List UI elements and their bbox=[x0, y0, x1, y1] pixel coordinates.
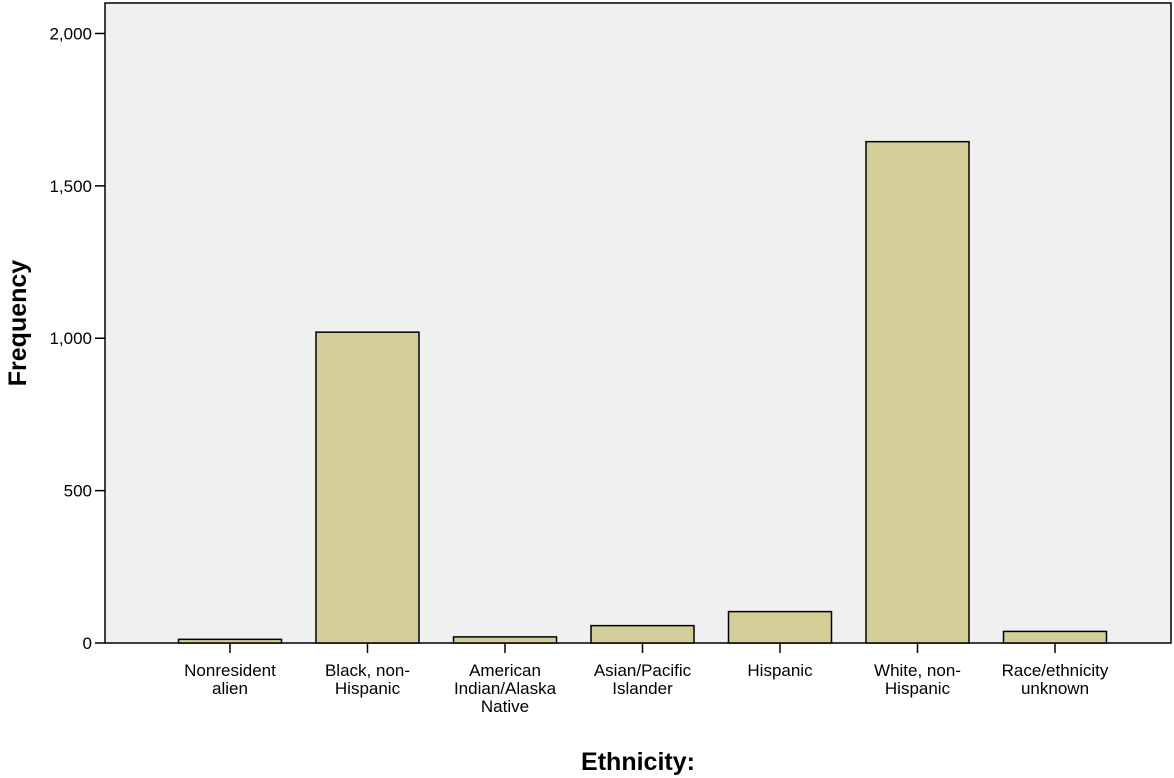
x-tick-label: Nonresident alien bbox=[184, 661, 276, 698]
x-tick-label: Black, non-Hispanic bbox=[325, 661, 410, 698]
x-tick-label: White, non-Hispanic bbox=[874, 661, 961, 698]
bars bbox=[177, 140, 1108, 644]
y-tick-label: 500 bbox=[64, 482, 92, 501]
y-tick-label: 1,500 bbox=[49, 177, 92, 196]
bar bbox=[452, 636, 558, 644]
x-axis: Nonresident alien Black, non-Hispanic Ameri… bbox=[184, 643, 1109, 716]
x-tick-label: Race/ethnicity unknown bbox=[1002, 661, 1109, 698]
y-axis: 0 500 1,000 1,500 2,000 bbox=[49, 24, 105, 653]
x-tick-label: American Indian/Alaska Native bbox=[454, 661, 557, 716]
y-tick-label: 1,000 bbox=[49, 329, 92, 348]
bar bbox=[1002, 630, 1108, 644]
y-tick-label: 2,000 bbox=[49, 24, 92, 43]
x-tick-label: Asian/Pacific Islander bbox=[594, 661, 692, 698]
bar bbox=[590, 624, 695, 644]
y-tick-label: 0 bbox=[83, 634, 92, 653]
bar bbox=[865, 140, 970, 644]
bar bbox=[177, 638, 283, 644]
bar bbox=[315, 331, 420, 644]
x-tick-label: Hispanic bbox=[747, 661, 813, 680]
bar bbox=[727, 610, 833, 644]
y-axis-title: Frequency bbox=[4, 260, 32, 387]
x-axis-title: Ethnicity: bbox=[581, 748, 695, 776]
plot-area bbox=[104, 2, 1172, 644]
